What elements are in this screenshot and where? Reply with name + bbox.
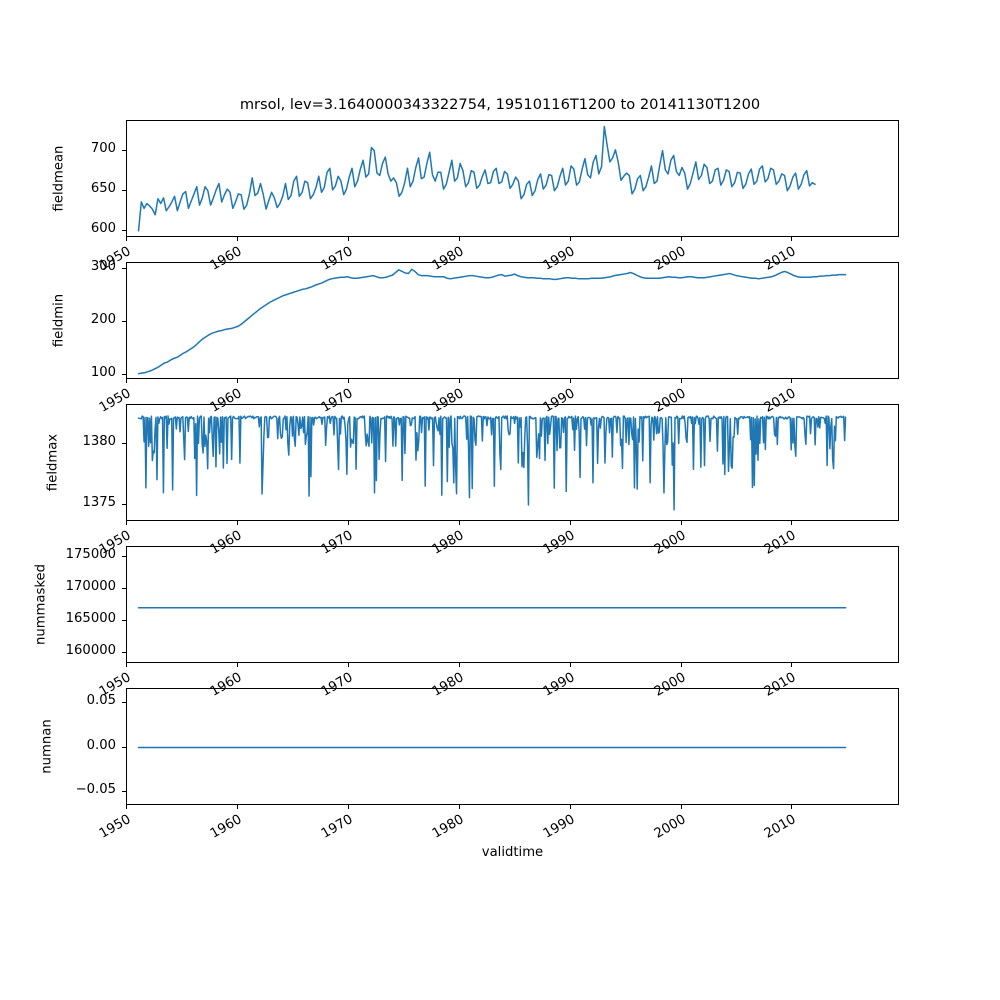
ytick-label: 300 <box>90 259 116 275</box>
ytick-label: 1375 <box>82 494 116 510</box>
xtick-mark <box>347 663 349 667</box>
ytick-label: −0.05 <box>75 781 116 797</box>
ytick-label: 600 <box>90 220 116 236</box>
xtick-mark <box>126 237 127 241</box>
ytick-mark <box>122 619 126 621</box>
xlabel-validtime: validtime <box>481 845 544 860</box>
xtick-mark <box>569 663 571 667</box>
xtick-mark <box>569 805 571 809</box>
ytick-mark <box>122 503 126 505</box>
xtick-mark <box>236 663 238 667</box>
ytick-mark <box>122 746 126 748</box>
xtick-mark <box>126 379 127 383</box>
xtick-mark <box>236 521 238 525</box>
plot-area-fieldmax <box>137 415 847 511</box>
figure-title: mrsol, lev=3.1640000343322754, 19510116T… <box>239 96 761 113</box>
xtick-mark <box>458 521 460 525</box>
xtick-mark <box>126 663 127 667</box>
xtick-mark <box>791 237 793 241</box>
ytick-mark <box>122 555 126 557</box>
ytick-mark <box>122 268 126 270</box>
ytick-mark <box>122 587 126 589</box>
xtick-mark <box>458 379 460 383</box>
xtick-mark <box>791 521 793 525</box>
xtick-mark <box>680 521 682 525</box>
ytick-mark <box>122 229 126 231</box>
ytick-mark <box>122 149 126 151</box>
data-line-fieldmean <box>137 125 816 232</box>
xtick-mark <box>569 521 571 525</box>
xtick-mark <box>569 237 571 241</box>
xtick-mark <box>791 663 793 667</box>
ytick-mark <box>122 373 126 375</box>
ytick-label: 165000 <box>65 610 116 626</box>
data-line-fieldmax <box>137 415 847 511</box>
plot-area-fieldmean <box>137 125 816 232</box>
subplot-fieldmin <box>126 262 899 379</box>
ytick-mark <box>122 443 126 444</box>
subplot-fieldmean <box>126 120 899 237</box>
xtick-mark <box>569 379 571 383</box>
plot-area-nummasked <box>137 606 847 609</box>
xtick-mark <box>236 237 238 241</box>
subplot-nummasked <box>126 546 899 663</box>
ytick-mark <box>122 651 126 653</box>
subplot-fieldmax <box>126 404 899 521</box>
ytick-label: 650 <box>90 180 116 196</box>
xtick-mark <box>347 379 349 383</box>
xtick-mark <box>126 521 127 525</box>
xtick-mark <box>347 521 349 525</box>
xtick-mark <box>126 805 127 809</box>
subplot-numnan <box>126 688 899 805</box>
xtick-label: 1950 <box>96 812 134 842</box>
xtick-mark <box>458 663 460 667</box>
xtick-mark <box>347 237 349 241</box>
ytick-label: 175000 <box>65 546 116 562</box>
ytick-label: 0.00 <box>86 737 116 753</box>
xtick-mark <box>791 379 793 383</box>
xtick-mark <box>236 379 238 383</box>
xtick-mark <box>680 805 682 809</box>
xtick-mark <box>680 379 682 383</box>
ytick-mark <box>122 189 126 191</box>
ytick-mark <box>122 790 126 792</box>
ytick-mark <box>122 321 126 322</box>
xtick-mark <box>236 805 238 809</box>
xtick-mark <box>680 237 682 241</box>
ytick-label: 1380 <box>82 434 116 449</box>
ytick-label: 170000 <box>65 578 116 594</box>
data-line-fieldmin <box>137 268 847 375</box>
plot-area-numnan <box>137 746 847 749</box>
plot-area-fieldmin <box>137 268 847 375</box>
ytick-label: 700 <box>90 140 116 156</box>
xtick-mark <box>458 805 460 809</box>
xtick-mark <box>347 805 349 809</box>
xtick-mark <box>458 237 460 241</box>
xtick-mark <box>791 805 793 809</box>
ytick-mark <box>122 702 126 704</box>
ytick-label: 0.05 <box>86 693 116 709</box>
ytick-label: 200 <box>90 312 116 327</box>
ytick-label: 160000 <box>65 642 116 658</box>
ytick-label: 100 <box>90 364 116 380</box>
xtick-mark <box>680 663 682 667</box>
